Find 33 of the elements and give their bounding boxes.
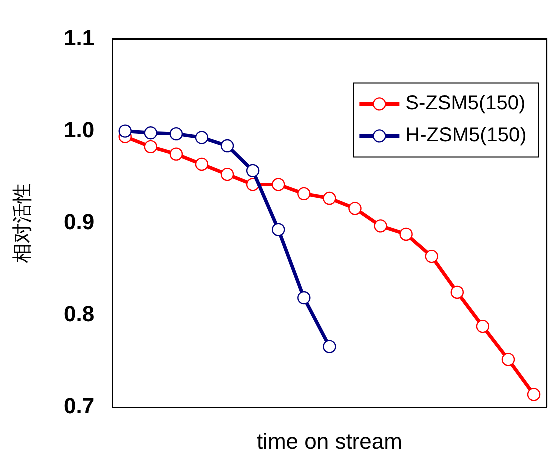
point: [323, 192, 336, 206]
point: [374, 220, 388, 233]
y-tick-label: 0.7: [64, 394, 95, 419]
y-axis-title: 相对活性: [10, 183, 34, 264]
point: [527, 388, 541, 402]
y-tick-label: 1.1: [64, 25, 95, 50]
point: [272, 223, 286, 236]
point: [298, 187, 311, 201]
point: [323, 340, 336, 354]
point: [118, 124, 132, 138]
point: [400, 228, 413, 242]
point: [220, 139, 234, 153]
point: [220, 168, 234, 182]
point: [170, 148, 184, 161]
legend-label: H-ZSM5(150): [406, 124, 527, 147]
point: [502, 353, 516, 366]
point: [298, 291, 311, 305]
point: [246, 164, 260, 178]
point: [195, 158, 209, 172]
x-axis-title: time on stream: [256, 428, 402, 454]
y-tick-label: 0.9: [64, 209, 95, 234]
y-tick-label: 1.0: [64, 117, 95, 142]
legend-label: S-ZSM5(150): [406, 92, 526, 115]
point: [450, 286, 464, 300]
point: [144, 140, 158, 154]
point: [476, 320, 490, 334]
y-tick-label: 0.8: [64, 302, 95, 327]
point: [272, 178, 286, 192]
point: [348, 202, 362, 216]
point: [195, 131, 209, 144]
point: [170, 127, 184, 141]
point: [425, 250, 438, 264]
point: [144, 126, 158, 140]
